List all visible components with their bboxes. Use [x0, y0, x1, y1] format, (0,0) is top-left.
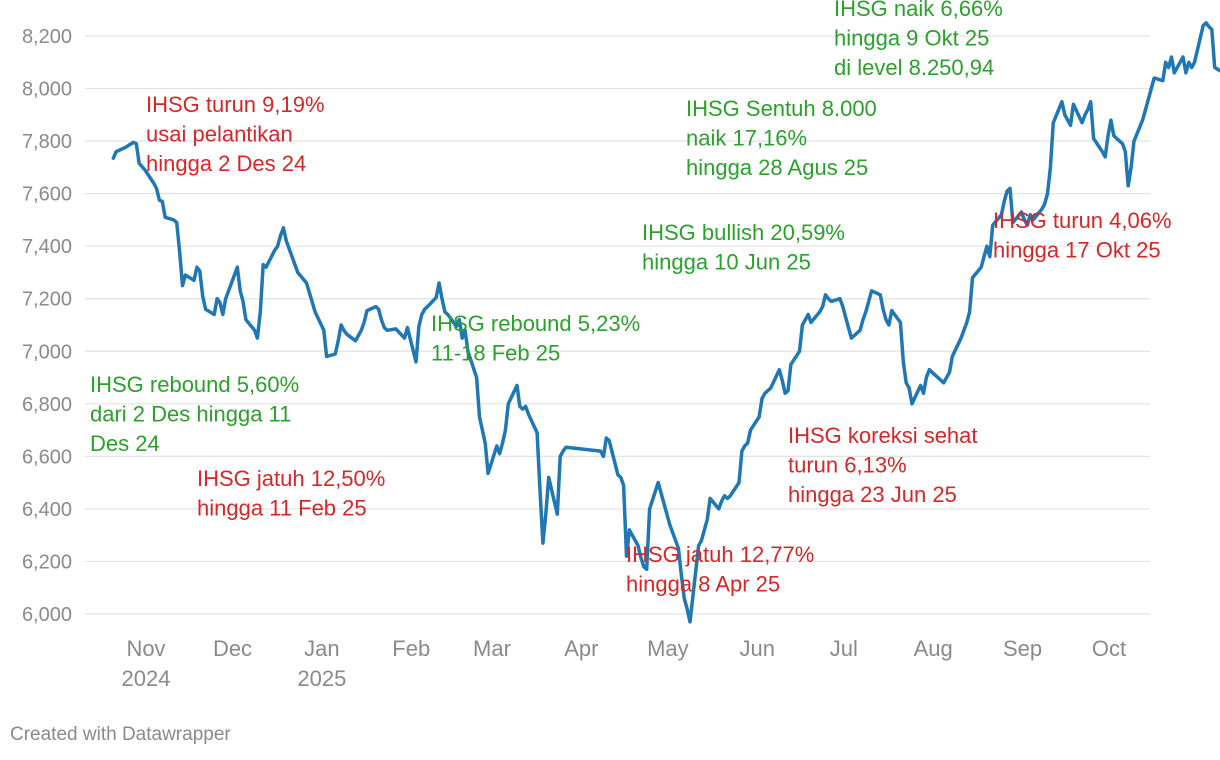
x-tick-year-label: 2025 — [297, 666, 346, 691]
x-tick-label: Oct — [1092, 636, 1126, 661]
x-tick-label: Sep — [1003, 636, 1042, 661]
y-tick-label: 6,200 — [22, 551, 72, 573]
y-tick-label: 6,000 — [22, 604, 72, 626]
x-tick-label: Jan — [304, 636, 339, 661]
x-tick-label: Jun — [740, 636, 775, 661]
y-tick-label: 8,200 — [22, 26, 72, 48]
y-tick-label: 7,600 — [22, 184, 72, 206]
line-chart: 8,200 8,000 7,800 7,600 7,400 7,200 7,000 6,800… — [22, 0, 1220, 691]
annotation-label: IHSG koreksi sehat turun 6,13% hingga 23 J… — [788, 423, 978, 507]
annotation-label: IHSG turun 4,06% hingga 17 Okt 25 — [993, 208, 1172, 263]
annotation-label: IHSG turun 9,19% usai pelantikan hingga 2 … — [146, 92, 325, 176]
x-tick-label: Aug — [914, 636, 953, 661]
annotation-label: IHSG Sentuh 8.000 naik 17,16% hingga 28 Ag… — [686, 96, 877, 180]
x-tick-label: Feb — [392, 636, 430, 661]
y-tick-label: 7,000 — [22, 341, 72, 363]
annotations: IHSG turun 9,19% usai pelantikan hingga 2 … — [90, 0, 1172, 597]
x-tick-label: Apr — [564, 636, 598, 661]
series-layer: IHSG — [111, 21, 1220, 624]
y-tick-label: 8,000 — [22, 79, 72, 101]
y-tick-label: 7,200 — [22, 289, 72, 311]
x-axis: Nov 2024 Dec Jan 2025 Feb Mar Apr May Jun Jul Aug Se… — [122, 636, 1127, 691]
annotation-label: IHSG bullish 20,59% hingga 10 Jun 25 — [642, 220, 845, 275]
y-tick-label: 7,400 — [22, 236, 72, 258]
x-tick-label: Nov — [126, 636, 165, 661]
x-tick-year-label: 2024 — [122, 666, 171, 691]
x-tick-label: Mar — [473, 636, 511, 661]
annotation-label: IHSG naik 6,66% hingga 9 Okt 25 di level 8… — [834, 0, 1003, 80]
y-tick-label: 6,600 — [22, 446, 72, 468]
chart-credit: Created with Datawrapper — [10, 724, 231, 745]
y-tick-label: 6,400 — [22, 499, 72, 521]
annotation-label: IHSG rebound 5,23% 11-18 Feb 25 — [431, 311, 640, 366]
y-tick-label: 6,800 — [22, 394, 72, 416]
series-line-ihsg — [111, 21, 1220, 624]
annotation-label: IHSG rebound 5,60% dari 2 Des hingga 11 De… — [90, 372, 299, 456]
y-tick-label: 7,800 — [22, 131, 72, 153]
y-axis: 8,200 8,000 7,800 7,600 7,400 7,200 7,000 6,800… — [22, 26, 72, 626]
annotation-label: IHSG jatuh 12,77% hingga 8 Apr 25 — [626, 542, 814, 597]
x-tick-label: Dec — [213, 636, 252, 661]
x-tick-label: May — [647, 636, 689, 661]
x-tick-label: Jul — [830, 636, 858, 661]
annotation-label: IHSG jatuh 12,50% hingga 11 Feb 25 — [197, 466, 385, 521]
